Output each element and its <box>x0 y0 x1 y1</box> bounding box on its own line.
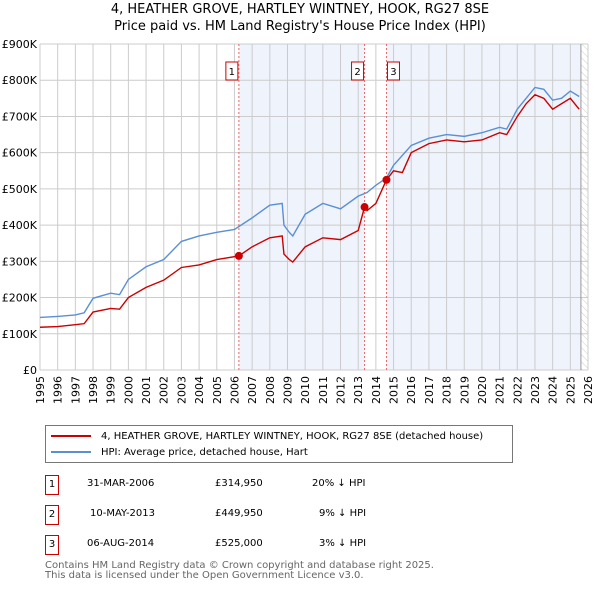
x-tick-label: 2018 <box>441 376 454 404</box>
x-tick-label: 1997 <box>69 376 82 404</box>
x-tick-label: 2015 <box>388 376 401 404</box>
x-tick-label: 2025 <box>564 376 577 404</box>
x-tick-label: 2009 <box>281 376 294 404</box>
legend-swatch-hpi <box>51 451 91 453</box>
x-tick-label: 2006 <box>228 376 241 404</box>
x-tick-label: 2022 <box>511 376 524 404</box>
legend: 4, HEATHER GROVE, HARTLEY WINTNEY, HOOK,… <box>45 425 513 463</box>
sale-date: 31-MAR-2006 <box>87 478 155 489</box>
sale-badge: 2 <box>45 505 59 525</box>
x-tick-label: 1995 <box>34 376 47 404</box>
sale-badge: 1 <box>45 475 59 495</box>
x-tick-label: 1998 <box>87 376 100 404</box>
x-tick-label: 2003 <box>175 376 188 404</box>
x-tick-label: 2002 <box>158 376 171 404</box>
y-tick-label: £700K <box>2 110 38 123</box>
sale-badge-label: 2 <box>354 67 360 78</box>
sale-badge: 3 <box>45 535 59 555</box>
x-tick-label: 2021 <box>494 376 507 404</box>
hpi-line <box>39 86 580 319</box>
sale-price: £449,950 <box>215 508 263 519</box>
x-tick-label: 2019 <box>458 376 471 404</box>
legend-swatch-property <box>51 435 91 437</box>
x-tick-label: 2008 <box>264 376 277 404</box>
forecast-hatch <box>580 44 588 370</box>
footer-line: This data is licensed under the Open Gov… <box>45 570 364 581</box>
sale-point <box>360 203 369 212</box>
sale-hpi: 9% ↓ HPI <box>319 508 367 519</box>
sale-badge <box>351 61 365 81</box>
chart-subtitle: Price paid vs. HM Land Registry's House … <box>114 19 486 34</box>
x-tick-label: 2014 <box>370 376 383 404</box>
x-tick-label: 2013 <box>352 376 365 404</box>
x-tick-label: 2012 <box>335 376 348 404</box>
y-tick-label: £0 <box>23 364 37 377</box>
x-tick-label: 2026 <box>582 376 595 404</box>
y-tick-label: £200K <box>2 292 38 305</box>
shaded-period <box>238 44 365 370</box>
y-tick-label: £500K <box>2 183 38 196</box>
x-tick-label: 2005 <box>211 376 224 404</box>
sale-point <box>382 175 391 184</box>
y-tick-label: £300K <box>2 255 38 268</box>
sale-price: £525,000 <box>215 538 263 549</box>
y-tick-label: £900K <box>2 38 38 51</box>
table-row: 2 10-MAY-2013 £449,950 9% ↓ HPI <box>45 505 445 525</box>
legend-label-hpi: HPI: Average price, detached house, Hart <box>101 446 308 458</box>
x-tick-label: 2000 <box>122 376 135 404</box>
x-tick-label: 2004 <box>193 376 206 404</box>
sale-date: 10-MAY-2013 <box>90 508 156 519</box>
y-tick-label: £600K <box>2 147 38 160</box>
sale-badge-label: 3 <box>390 67 396 78</box>
x-tick-label: 2024 <box>547 376 560 404</box>
sale-hpi: 20% ↓ HPI <box>312 478 366 489</box>
sale-price: £314,950 <box>215 478 263 489</box>
x-tick-label: 2016 <box>405 376 418 404</box>
x-tick-label: 2011 <box>317 376 330 404</box>
x-tick-label: 2017 <box>423 376 436 404</box>
x-tick-label: 2023 <box>529 376 542 404</box>
footer-line: Contains HM Land Registry data © Crown c… <box>45 560 434 571</box>
x-tick-label: 2001 <box>140 376 153 404</box>
x-tick-label: 2020 <box>476 376 489 404</box>
x-tick-label: 1999 <box>105 376 118 404</box>
sale-hpi: 3% ↓ HPI <box>319 538 367 549</box>
property-price-line <box>39 93 580 328</box>
x-tick-label: 2007 <box>246 376 259 404</box>
y-tick-label: £400K <box>2 219 38 232</box>
chart-title: 4, HEATHER GROVE, HARTLEY WINTNEY, HOOK,… <box>110 2 490 17</box>
sale-badge-label: 1 <box>229 67 235 78</box>
x-tick-label: 1996 <box>52 376 65 404</box>
sale-point <box>234 251 243 260</box>
x-tick-label: 2010 <box>299 376 312 404</box>
shaded-period <box>386 44 581 370</box>
y-tick-label: £800K <box>2 74 38 87</box>
table-row: 3 06-AUG-2014 £525,000 3% ↓ HPI <box>45 535 445 555</box>
legend-label-property: 4, HEATHER GROVE, HARTLEY WINTNEY, HOOK,… <box>101 430 484 442</box>
table-row: 1 31-MAR-2006 £314,950 20% ↓ HPI <box>45 475 445 495</box>
footer: Contains HM Land Registry data © Crown c… <box>45 561 434 581</box>
sale-badge <box>225 61 239 81</box>
sale-badge <box>386 61 400 81</box>
price-chart: 1995 1996 1997 1998 1999 2000 2001 2002 2003 2004… <box>2 38 595 404</box>
sale-date: 06-AUG-2014 <box>87 538 155 549</box>
y-tick-label: £100K <box>2 328 38 341</box>
